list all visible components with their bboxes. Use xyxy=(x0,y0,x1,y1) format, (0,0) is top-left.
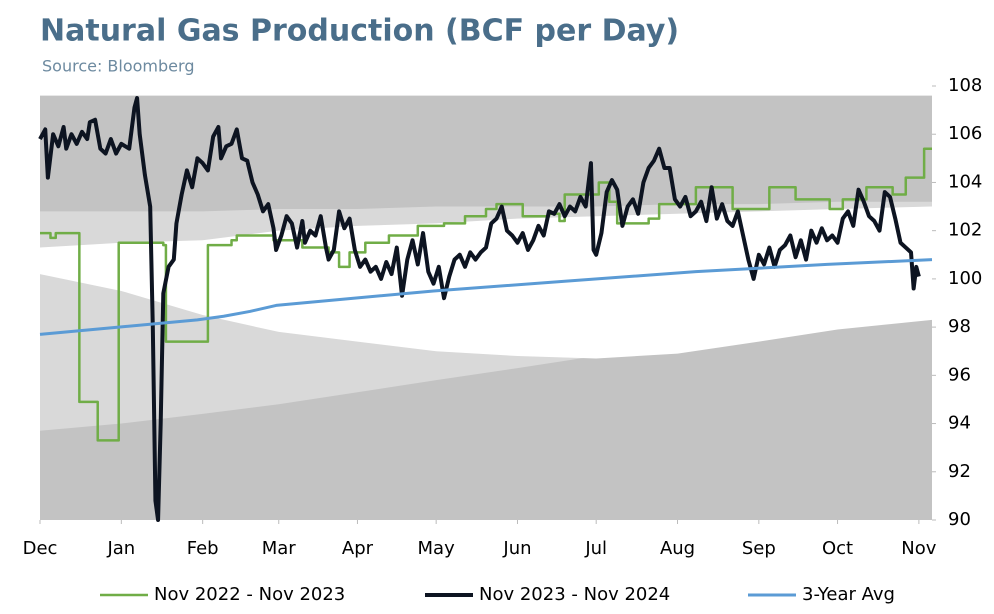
y-tick-label: 108 xyxy=(948,75,982,96)
x-tick-label: Feb xyxy=(187,538,219,559)
range-band xyxy=(40,206,932,359)
legend-label: Nov 2022 - Nov 2023 xyxy=(154,584,345,605)
chart-title: Natural Gas Production (BCF per Day) xyxy=(40,14,679,49)
watermark: StoneX xyxy=(340,242,620,341)
series-line xyxy=(38,96,921,522)
x-tick-label: Apr xyxy=(342,538,374,559)
y-tick-label: 102 xyxy=(948,220,982,241)
y-tick-label: 98 xyxy=(948,316,971,337)
y-tick-label: 106 xyxy=(948,123,982,144)
y-tick-label: 104 xyxy=(948,171,982,192)
x-tick-label: Jan xyxy=(106,538,135,559)
y-tick-label: 96 xyxy=(948,364,971,385)
series-line xyxy=(40,147,932,442)
x-tick-label: Sep xyxy=(742,538,776,559)
x-tick-label: Nov xyxy=(901,538,936,559)
y-tick-label: 100 xyxy=(948,268,982,289)
x-tick-label: Oct xyxy=(822,538,853,559)
x-tick-label: May xyxy=(418,538,456,559)
y-tick-label: 94 xyxy=(948,413,971,434)
chart-subtitle: Source: Bloomberg xyxy=(42,57,194,76)
legend-label: Nov 2023 - Nov 2024 xyxy=(479,584,670,605)
legend-label: 3-Year Avg xyxy=(802,584,895,605)
x-tick-label: Mar xyxy=(262,538,297,559)
series-line xyxy=(39,258,933,336)
x-tick-label: Jun xyxy=(502,538,531,559)
x-tick-label: Dec xyxy=(23,538,58,559)
x-tick-label: Jul xyxy=(584,538,607,559)
x-tick-label: Aug xyxy=(660,538,695,559)
y-tick-label: 90 xyxy=(948,509,971,530)
y-tick-label: 92 xyxy=(948,461,971,482)
